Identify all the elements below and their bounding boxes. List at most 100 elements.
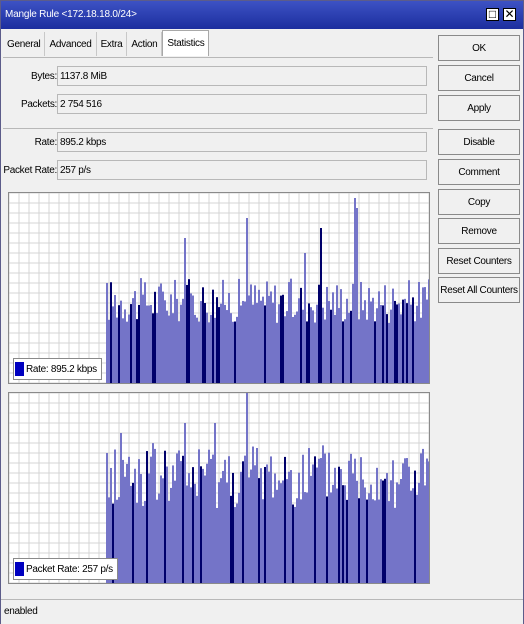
traffic-bar — [290, 278, 292, 383]
traffic-bar — [366, 499, 368, 583]
traffic-bar — [188, 473, 190, 583]
traffic-bar — [180, 304, 182, 383]
traffic-bar — [286, 311, 288, 383]
disable-button[interactable]: Disable — [438, 129, 520, 155]
traffic-bar — [266, 281, 268, 383]
traffic-bar — [406, 303, 408, 383]
traffic-bar — [130, 485, 132, 583]
traffic-bar — [202, 468, 204, 583]
traffic-bar — [376, 308, 378, 383]
tab-action[interactable]: Action — [127, 32, 163, 56]
close-icon[interactable]: ✕ — [503, 7, 516, 21]
traffic-bar — [396, 304, 398, 383]
traffic-bar — [226, 482, 228, 583]
traffic-bar — [208, 322, 210, 383]
reset-all-counters-button[interactable]: Reset All Counters — [438, 277, 520, 303]
remove-button[interactable]: Remove — [438, 218, 520, 244]
traffic-bar — [318, 284, 320, 383]
traffic-bar — [354, 198, 356, 383]
traffic-bar — [314, 322, 316, 383]
traffic-bar — [174, 480, 176, 583]
traffic-bar — [122, 459, 124, 583]
reset-counters-button[interactable]: Reset Counters — [438, 248, 520, 274]
traffic-bar — [164, 450, 166, 583]
bytes-label: Bytes: — [31, 71, 57, 82]
traffic-bar — [400, 479, 402, 583]
cancel-button[interactable]: Cancel — [438, 65, 520, 91]
traffic-bar — [378, 291, 380, 383]
tab-extra[interactable]: Extra — [97, 32, 128, 56]
traffic-bar — [384, 478, 386, 583]
rate-legend-text: Rate: 895.2 kbps — [26, 363, 97, 375]
traffic-bar — [168, 315, 170, 383]
traffic-bar — [320, 228, 322, 383]
traffic-bar — [332, 292, 334, 383]
apply-button[interactable]: Apply — [438, 95, 520, 121]
traffic-bar — [216, 507, 218, 583]
traffic-bar — [384, 285, 386, 383]
traffic-bar — [402, 463, 404, 583]
tab-statistics[interactable]: Statistics — [162, 30, 210, 56]
traffic-bar — [292, 316, 294, 383]
ok-button[interactable]: OK — [438, 35, 520, 61]
traffic-bar — [406, 458, 408, 583]
traffic-bar — [328, 301, 330, 383]
traffic-bar — [176, 453, 178, 583]
rate-legend-swatch — [15, 362, 24, 376]
copy-button[interactable]: Copy — [438, 189, 520, 215]
traffic-bar — [210, 314, 212, 383]
title-bar[interactable]: Mangle Rule <172.18.18.0/24> □ ✕ — [1, 1, 523, 29]
tab-general[interactable]: General — [3, 32, 46, 56]
traffic-bar — [346, 499, 348, 583]
traffic-bar — [208, 449, 210, 583]
traffic-bar — [200, 301, 202, 383]
traffic-bar — [428, 461, 429, 583]
restore-icon[interactable]: □ — [486, 8, 499, 21]
traffic-bar — [198, 449, 200, 583]
traffic-bar — [368, 493, 370, 583]
traffic-bar — [224, 459, 226, 583]
traffic-bar — [364, 300, 366, 383]
traffic-bar — [426, 458, 428, 583]
traffic-bar — [284, 316, 286, 383]
traffic-bar — [342, 321, 344, 383]
traffic-bar — [272, 497, 274, 583]
comment-button[interactable]: Comment — [438, 159, 520, 185]
traffic-bar — [114, 295, 116, 383]
traffic-bar — [394, 507, 396, 583]
packet-rate-label: Packet Rate: — [3, 165, 57, 176]
traffic-bar — [216, 297, 218, 383]
traffic-bar — [372, 499, 374, 583]
traffic-bar — [152, 313, 154, 383]
tab-advanced[interactable]: Advanced — [45, 32, 97, 56]
traffic-bar — [130, 304, 132, 383]
traffic-bar — [264, 466, 266, 583]
traffic-bar — [246, 218, 248, 383]
traffic-bar — [298, 472, 300, 583]
traffic-bar — [374, 321, 376, 383]
traffic-bar — [372, 297, 374, 383]
traffic-bar — [268, 295, 270, 383]
traffic-bar — [134, 468, 136, 583]
traffic-bar — [120, 300, 122, 383]
status-bar: enabled — [1, 599, 523, 624]
traffic-bar — [382, 480, 384, 583]
traffic-bar — [388, 501, 390, 583]
traffic-bar — [236, 503, 238, 583]
traffic-bar — [324, 319, 326, 383]
traffic-bar — [404, 458, 406, 583]
traffic-bar — [278, 480, 280, 583]
traffic-bar — [110, 282, 112, 383]
traffic-bar — [280, 483, 282, 583]
traffic-bar — [326, 496, 328, 583]
traffic-bar — [398, 303, 400, 383]
traffic-bar — [410, 304, 412, 383]
traffic-bar — [390, 480, 392, 583]
traffic-bar — [136, 319, 138, 383]
traffic-bar — [228, 456, 230, 583]
status-text: enabled — [4, 606, 38, 617]
traffic-bar — [194, 314, 196, 383]
traffic-bar — [194, 483, 196, 583]
traffic-bar — [286, 479, 288, 583]
traffic-bar — [370, 484, 372, 583]
